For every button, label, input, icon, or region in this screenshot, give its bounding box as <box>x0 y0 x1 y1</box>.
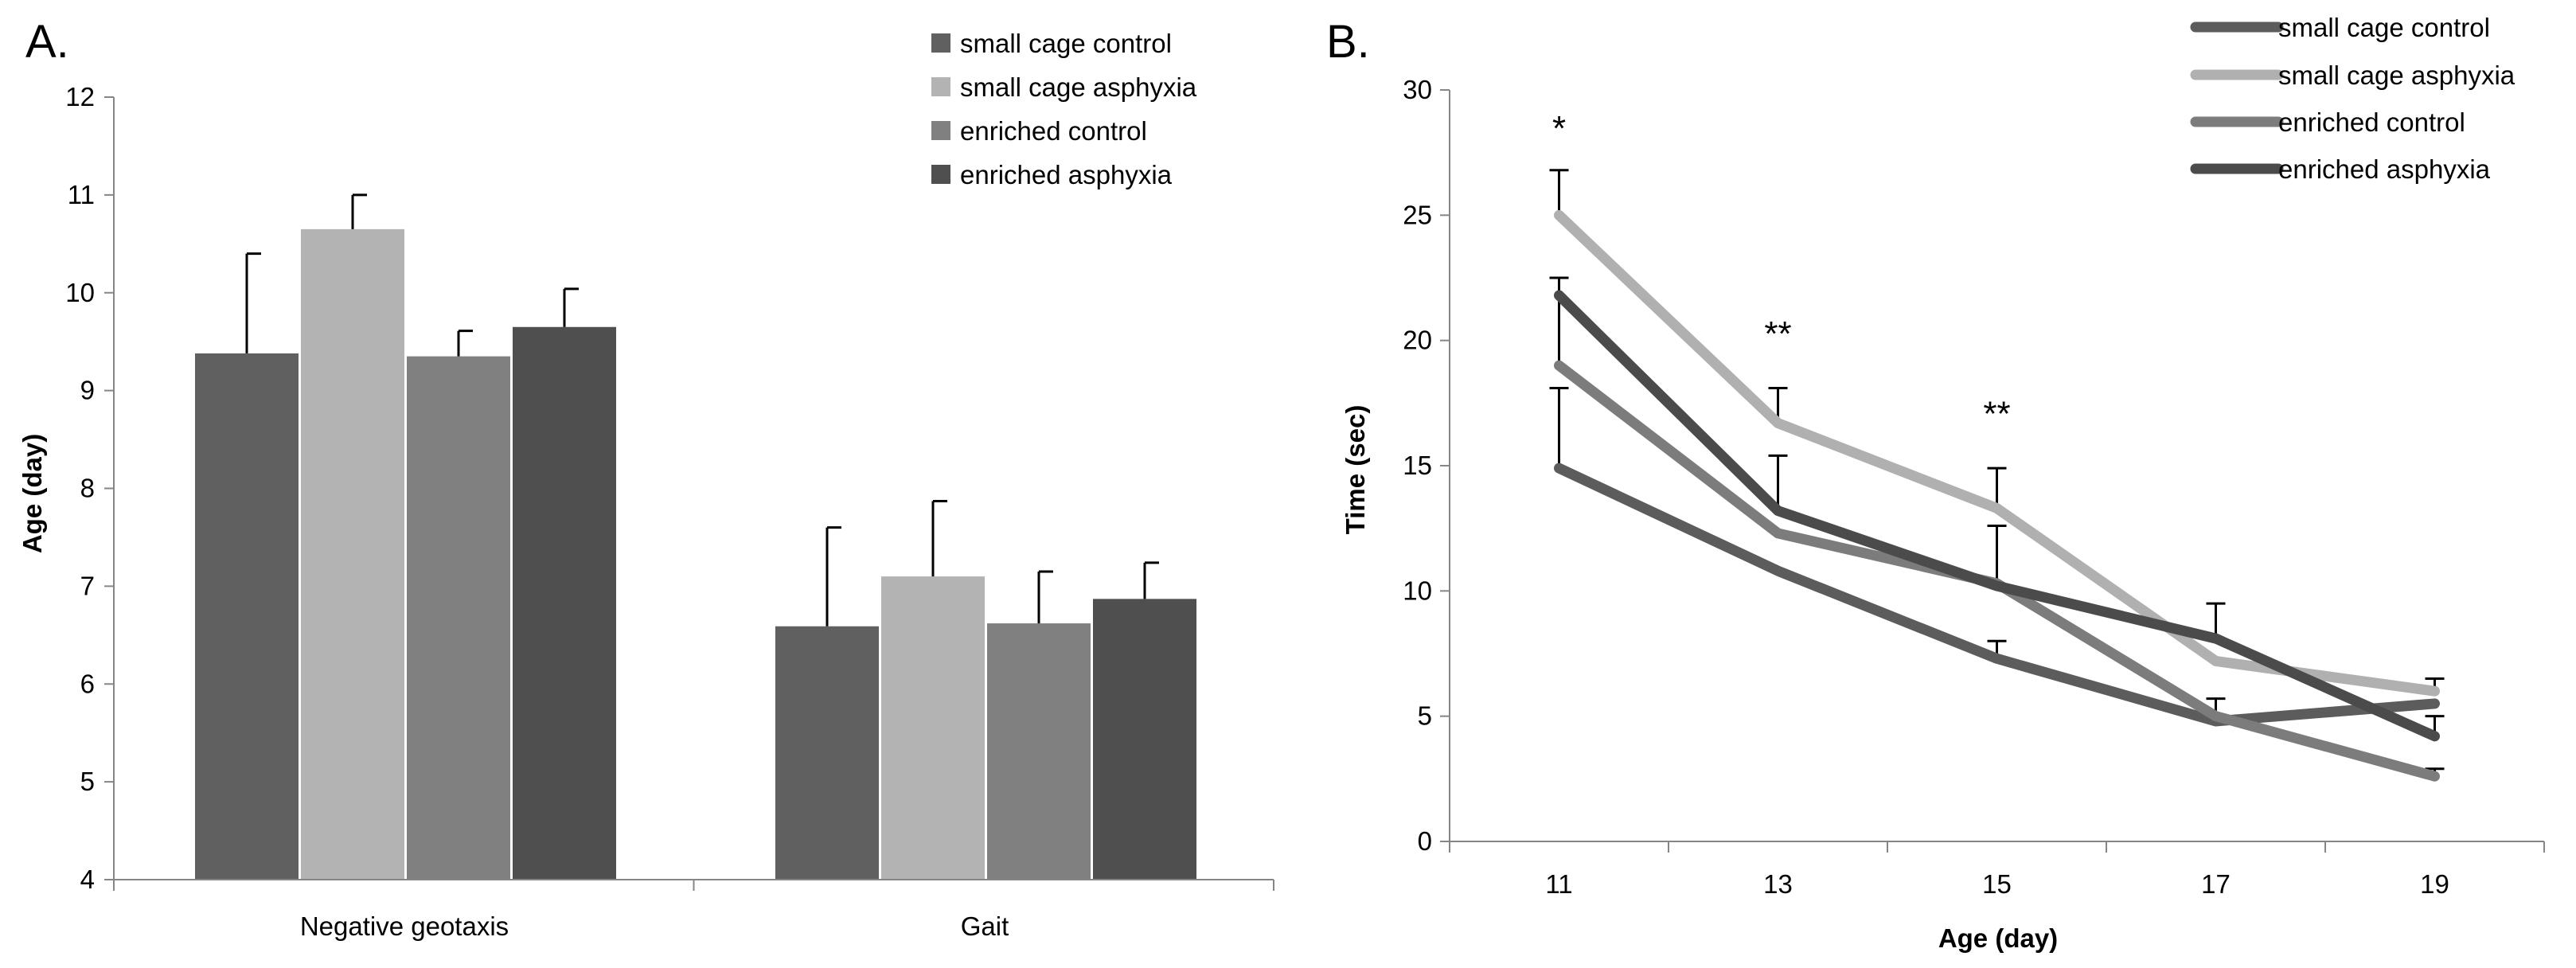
legend-label: enriched control <box>2278 107 2465 137</box>
significance-marker: * <box>1552 109 1566 148</box>
bar <box>1093 599 1196 880</box>
y-tick-label: 10 <box>1403 576 1432 605</box>
panel-b-y-axis-title: Time (sec) <box>1341 405 1370 535</box>
category-label: Gait <box>961 911 1009 941</box>
panel-a-legend: small cage control small cage asphyxia e… <box>931 29 1197 189</box>
panel-b-axes <box>1449 90 2545 853</box>
bar <box>407 356 510 880</box>
legend-label: enriched asphyxia <box>960 160 1173 189</box>
y-tick-label: 5 <box>80 767 95 796</box>
legend-label: small cage control <box>960 29 1172 58</box>
panel-b-x-axis-title: Age (day) <box>1938 923 2058 953</box>
panel-a-label: A. <box>25 16 69 68</box>
legend-label: small cage control <box>2278 13 2490 42</box>
series-line <box>1554 290 2440 742</box>
bar <box>881 576 985 880</box>
significance-marker: ** <box>1764 314 1791 353</box>
legend-label: small cage asphyxia <box>2278 60 2516 90</box>
panel-b-lines <box>1554 209 2440 782</box>
y-tick-label: 9 <box>80 376 95 405</box>
legend-label: enriched asphyxia <box>2278 154 2491 184</box>
significance-marker: ** <box>1983 395 2010 434</box>
y-tick-label: 15 <box>1403 451 1432 480</box>
legend-swatch <box>931 165 950 184</box>
panel-b-label: B. <box>1326 16 1370 68</box>
panel-a-bars <box>195 193 1196 880</box>
bar <box>301 228 404 880</box>
y-tick-label: 5 <box>1418 701 1432 731</box>
panel-a-y-ticks: 4 5 6 7 8 9 10 11 12 <box>65 82 114 894</box>
category-label: Negative geotaxis <box>300 911 509 941</box>
y-tick-label: 0 <box>1418 826 1432 856</box>
y-tick-label: 6 <box>80 669 95 698</box>
legend-label: small cage asphyxia <box>960 72 1197 102</box>
panel-b-error-bars <box>1549 169 2445 777</box>
x-tick-label: 19 <box>2420 869 2449 899</box>
panel-b-legend: small cage control small cage asphyxia e… <box>2190 13 2516 184</box>
x-tick-label: 15 <box>1982 869 2012 899</box>
panel-a-category-labels: Negative geotaxis Gait <box>300 911 1009 941</box>
y-tick-label: 8 <box>80 474 95 503</box>
panel-b-significance-markers: ***** <box>1552 109 2011 434</box>
legend-swatch <box>931 77 950 96</box>
bar <box>775 626 879 880</box>
y-tick-label: 10 <box>65 278 95 307</box>
y-tick-label: 20 <box>1403 326 1432 355</box>
legend-swatch <box>931 33 950 53</box>
x-tick-label: 11 <box>1545 869 1572 899</box>
bar <box>987 623 1091 880</box>
panel-a: A. Age (day) 4 5 6 7 8 9 10 11 12 Negative geota… <box>18 16 1274 941</box>
legend-swatch <box>931 121 950 140</box>
legend-label: enriched control <box>960 116 1147 146</box>
series-line <box>1554 463 2440 727</box>
panel-a-axes <box>113 97 1274 891</box>
x-tick-label: 17 <box>2201 869 2231 899</box>
y-tick-label: 11 <box>68 180 95 209</box>
x-tick-label: 13 <box>1763 869 1793 899</box>
y-tick-label: 30 <box>1403 75 1432 104</box>
y-tick-label: 4 <box>80 865 95 894</box>
y-tick-label: 7 <box>80 571 95 600</box>
panel-b-y-ticks: 0 5 10 15 20 25 30 <box>1403 75 1450 856</box>
panel-a-y-axis-title: Age (day) <box>18 434 47 553</box>
bar <box>513 326 616 880</box>
y-tick-label: 25 <box>1403 200 1432 229</box>
bar <box>195 353 299 880</box>
y-tick-label: 12 <box>65 82 95 111</box>
series-line <box>1554 209 2440 697</box>
panel-b-x-ticks: 11 13 15 17 19 <box>1545 869 2449 899</box>
